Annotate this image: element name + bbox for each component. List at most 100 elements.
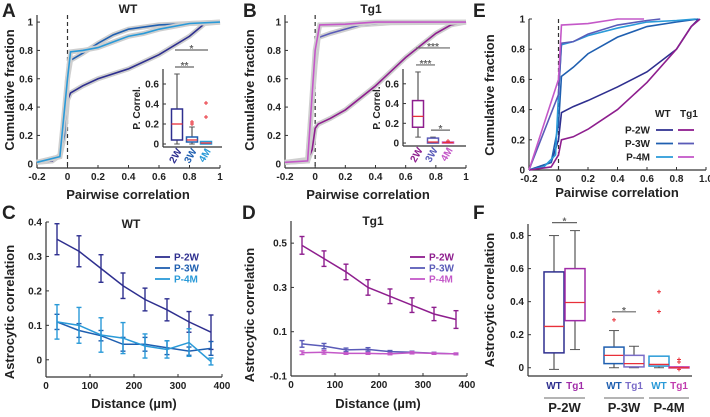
- category-label: 4M: [439, 146, 455, 164]
- legend-label: P-3W: [174, 264, 200, 275]
- y-tick-label: 1: [27, 18, 33, 29]
- x-tick-label: 0.8: [183, 172, 197, 183]
- y-tick-label: 0.6: [145, 80, 159, 91]
- error-bar: [164, 340, 170, 359]
- y-tick-label: 0.4: [511, 105, 525, 116]
- error-bar: [98, 254, 104, 283]
- error-bar: [142, 333, 148, 359]
- error-bar: [142, 287, 148, 312]
- y-tick-label: -0.1: [270, 372, 288, 383]
- y-tick-label: 1: [275, 18, 281, 29]
- box: [199, 101, 213, 145]
- group-label: P-2W: [548, 400, 581, 415]
- significance-stars: ***: [420, 59, 432, 70]
- error-bar: [54, 303, 60, 340]
- y-tick-label: 0.2: [267, 131, 281, 142]
- box: [648, 289, 670, 369]
- x-tick-label: 0: [312, 172, 318, 183]
- x-axis-label: Pairwise correlation: [555, 185, 679, 200]
- cdf-curve: [284, 21, 466, 164]
- y-tick-label: 0.1: [273, 327, 287, 338]
- panel-letter: D: [242, 203, 256, 224]
- y-tick-label: 0.2: [28, 286, 42, 297]
- chart-title: WT: [119, 2, 138, 16]
- category-label: 3W: [183, 147, 200, 166]
- y-axis-label: Astrocytic correlation: [2, 245, 17, 379]
- cdf-curve: [528, 18, 661, 171]
- significance-stars: *: [439, 124, 443, 135]
- error-bar: [343, 263, 349, 281]
- series-line: [301, 244, 457, 321]
- error-bar: [431, 306, 437, 322]
- x-tick-label: 0.4: [611, 174, 625, 185]
- x-axis-label: Pairwise correlation: [66, 187, 190, 202]
- x-tick-label: 200: [371, 380, 388, 391]
- error-bar: [208, 340, 214, 356]
- x-tick-label: 400: [214, 381, 231, 392]
- y-tick-label: 0.2: [385, 119, 399, 130]
- category-label: Tg1: [625, 381, 643, 392]
- series-line: [56, 238, 212, 333]
- panel-letter: A: [2, 1, 16, 22]
- error-bar: [431, 351, 437, 355]
- error-bar: [321, 250, 327, 268]
- category-label: 2W: [168, 147, 185, 166]
- x-axis-label: Pairwise correlation: [306, 187, 430, 202]
- y-tick-label: 0.6: [385, 79, 399, 90]
- panel-letter: F: [473, 203, 485, 224]
- x-tick-label: 400: [459, 380, 476, 391]
- box: [543, 235, 565, 370]
- x-tick-label: 0: [43, 381, 49, 392]
- significance-stars: *: [190, 44, 194, 55]
- legend-label: P-4M: [429, 275, 453, 286]
- outlier-marker: [190, 120, 194, 124]
- error-bar: [409, 297, 415, 314]
- chart-title: Tg1: [360, 2, 382, 16]
- panel-letter: B: [243, 1, 257, 22]
- group-label: P-4M: [653, 400, 684, 415]
- x-tick-label: 300: [170, 381, 187, 392]
- y-tick-label: 0: [275, 159, 281, 170]
- series-line: [301, 351, 457, 355]
- x-tick-label: 200: [126, 381, 143, 392]
- error-bar: [208, 357, 214, 366]
- y-tick-label: 0: [153, 140, 159, 151]
- y-tick-label: 0.4: [19, 103, 33, 114]
- y-tick-label: 0.2: [511, 135, 525, 146]
- y-tick-label: 0.8: [267, 46, 281, 57]
- panel-a: A WT 0 0.2 0.4 0.6 0.8 1 -0.2 0 0.2 0.4 0.6 0.8 1 Pairw…: [2, 1, 223, 202]
- category-label: 3W: [424, 146, 441, 165]
- legend-row-label: P-4M: [626, 153, 650, 164]
- outlier-marker: [657, 309, 661, 314]
- series-line: [56, 321, 212, 363]
- error-bar: [453, 352, 459, 356]
- chart-title: Tg1: [362, 214, 384, 228]
- error-bar: [453, 309, 459, 330]
- legend-label: P-3W: [429, 264, 455, 275]
- error-bar: [409, 350, 415, 355]
- y-axis-label: Cumulative fraction: [242, 29, 257, 150]
- panel-letter: E: [473, 1, 486, 22]
- y-tick-label: 0: [27, 159, 33, 170]
- x-tick-label: 0.4: [122, 172, 136, 183]
- x-tick-label: 300: [415, 380, 432, 391]
- y-axis-label: P. Correl.: [372, 86, 383, 129]
- y-tick-label: 0: [518, 363, 524, 374]
- category-label: WT: [546, 381, 562, 392]
- error-bar: [299, 350, 305, 356]
- cdf-curve: [528, 18, 645, 171]
- x-tick-label: 0.2: [581, 174, 595, 185]
- x-tick-label: -0.2: [520, 174, 538, 185]
- error-bar: [343, 351, 349, 355]
- cdf-curve: [528, 18, 699, 171]
- box: [603, 317, 625, 369]
- error-bar: [54, 223, 60, 256]
- x-tick-label: 1: [217, 172, 223, 183]
- significance-stars: ***: [427, 42, 439, 53]
- outlier-marker: [446, 139, 450, 144]
- legend-column-header: WT: [655, 109, 671, 120]
- category-label: Tg1: [670, 381, 688, 392]
- panel-letter: C: [2, 203, 16, 224]
